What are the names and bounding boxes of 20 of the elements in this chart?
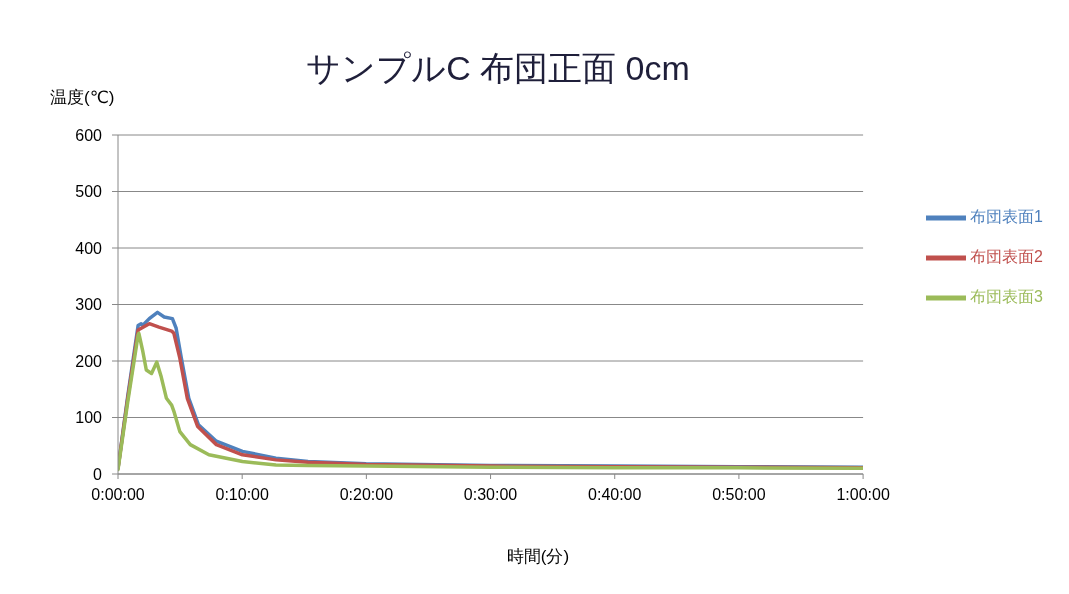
x-tick-label: 1:00:00 xyxy=(836,486,890,504)
x-tick-label: 0:50:00 xyxy=(712,486,766,504)
legend-label: 布団表面2 xyxy=(970,248,1043,266)
x-tick-label: 0:00:00 xyxy=(91,486,145,504)
y-tick-label: 500 xyxy=(75,183,103,201)
legend-label: 布団表面3 xyxy=(970,288,1043,306)
x-axis-title: 時間(分) xyxy=(505,546,571,568)
y-tick-label: 300 xyxy=(75,296,103,314)
y-tick-label: 100 xyxy=(75,409,103,427)
x-tick-label: 0:10:00 xyxy=(215,486,269,504)
legend-label: 布団表面1 xyxy=(970,208,1043,226)
y-tick-label: 0 xyxy=(93,465,103,483)
y-tick-label: 200 xyxy=(75,352,103,370)
y-axis-title: 温度(℃) xyxy=(50,87,115,109)
x-tick-label: 0:40:00 xyxy=(588,486,642,504)
x-tick-label: 0:30:00 xyxy=(463,486,518,504)
y-tick-label: 400 xyxy=(75,239,103,257)
x-tick-label: 0:20:00 xyxy=(339,486,394,504)
chart-title: サンプルC 布団正面 0cm xyxy=(306,49,690,87)
y-tick-label: 600 xyxy=(75,126,103,144)
